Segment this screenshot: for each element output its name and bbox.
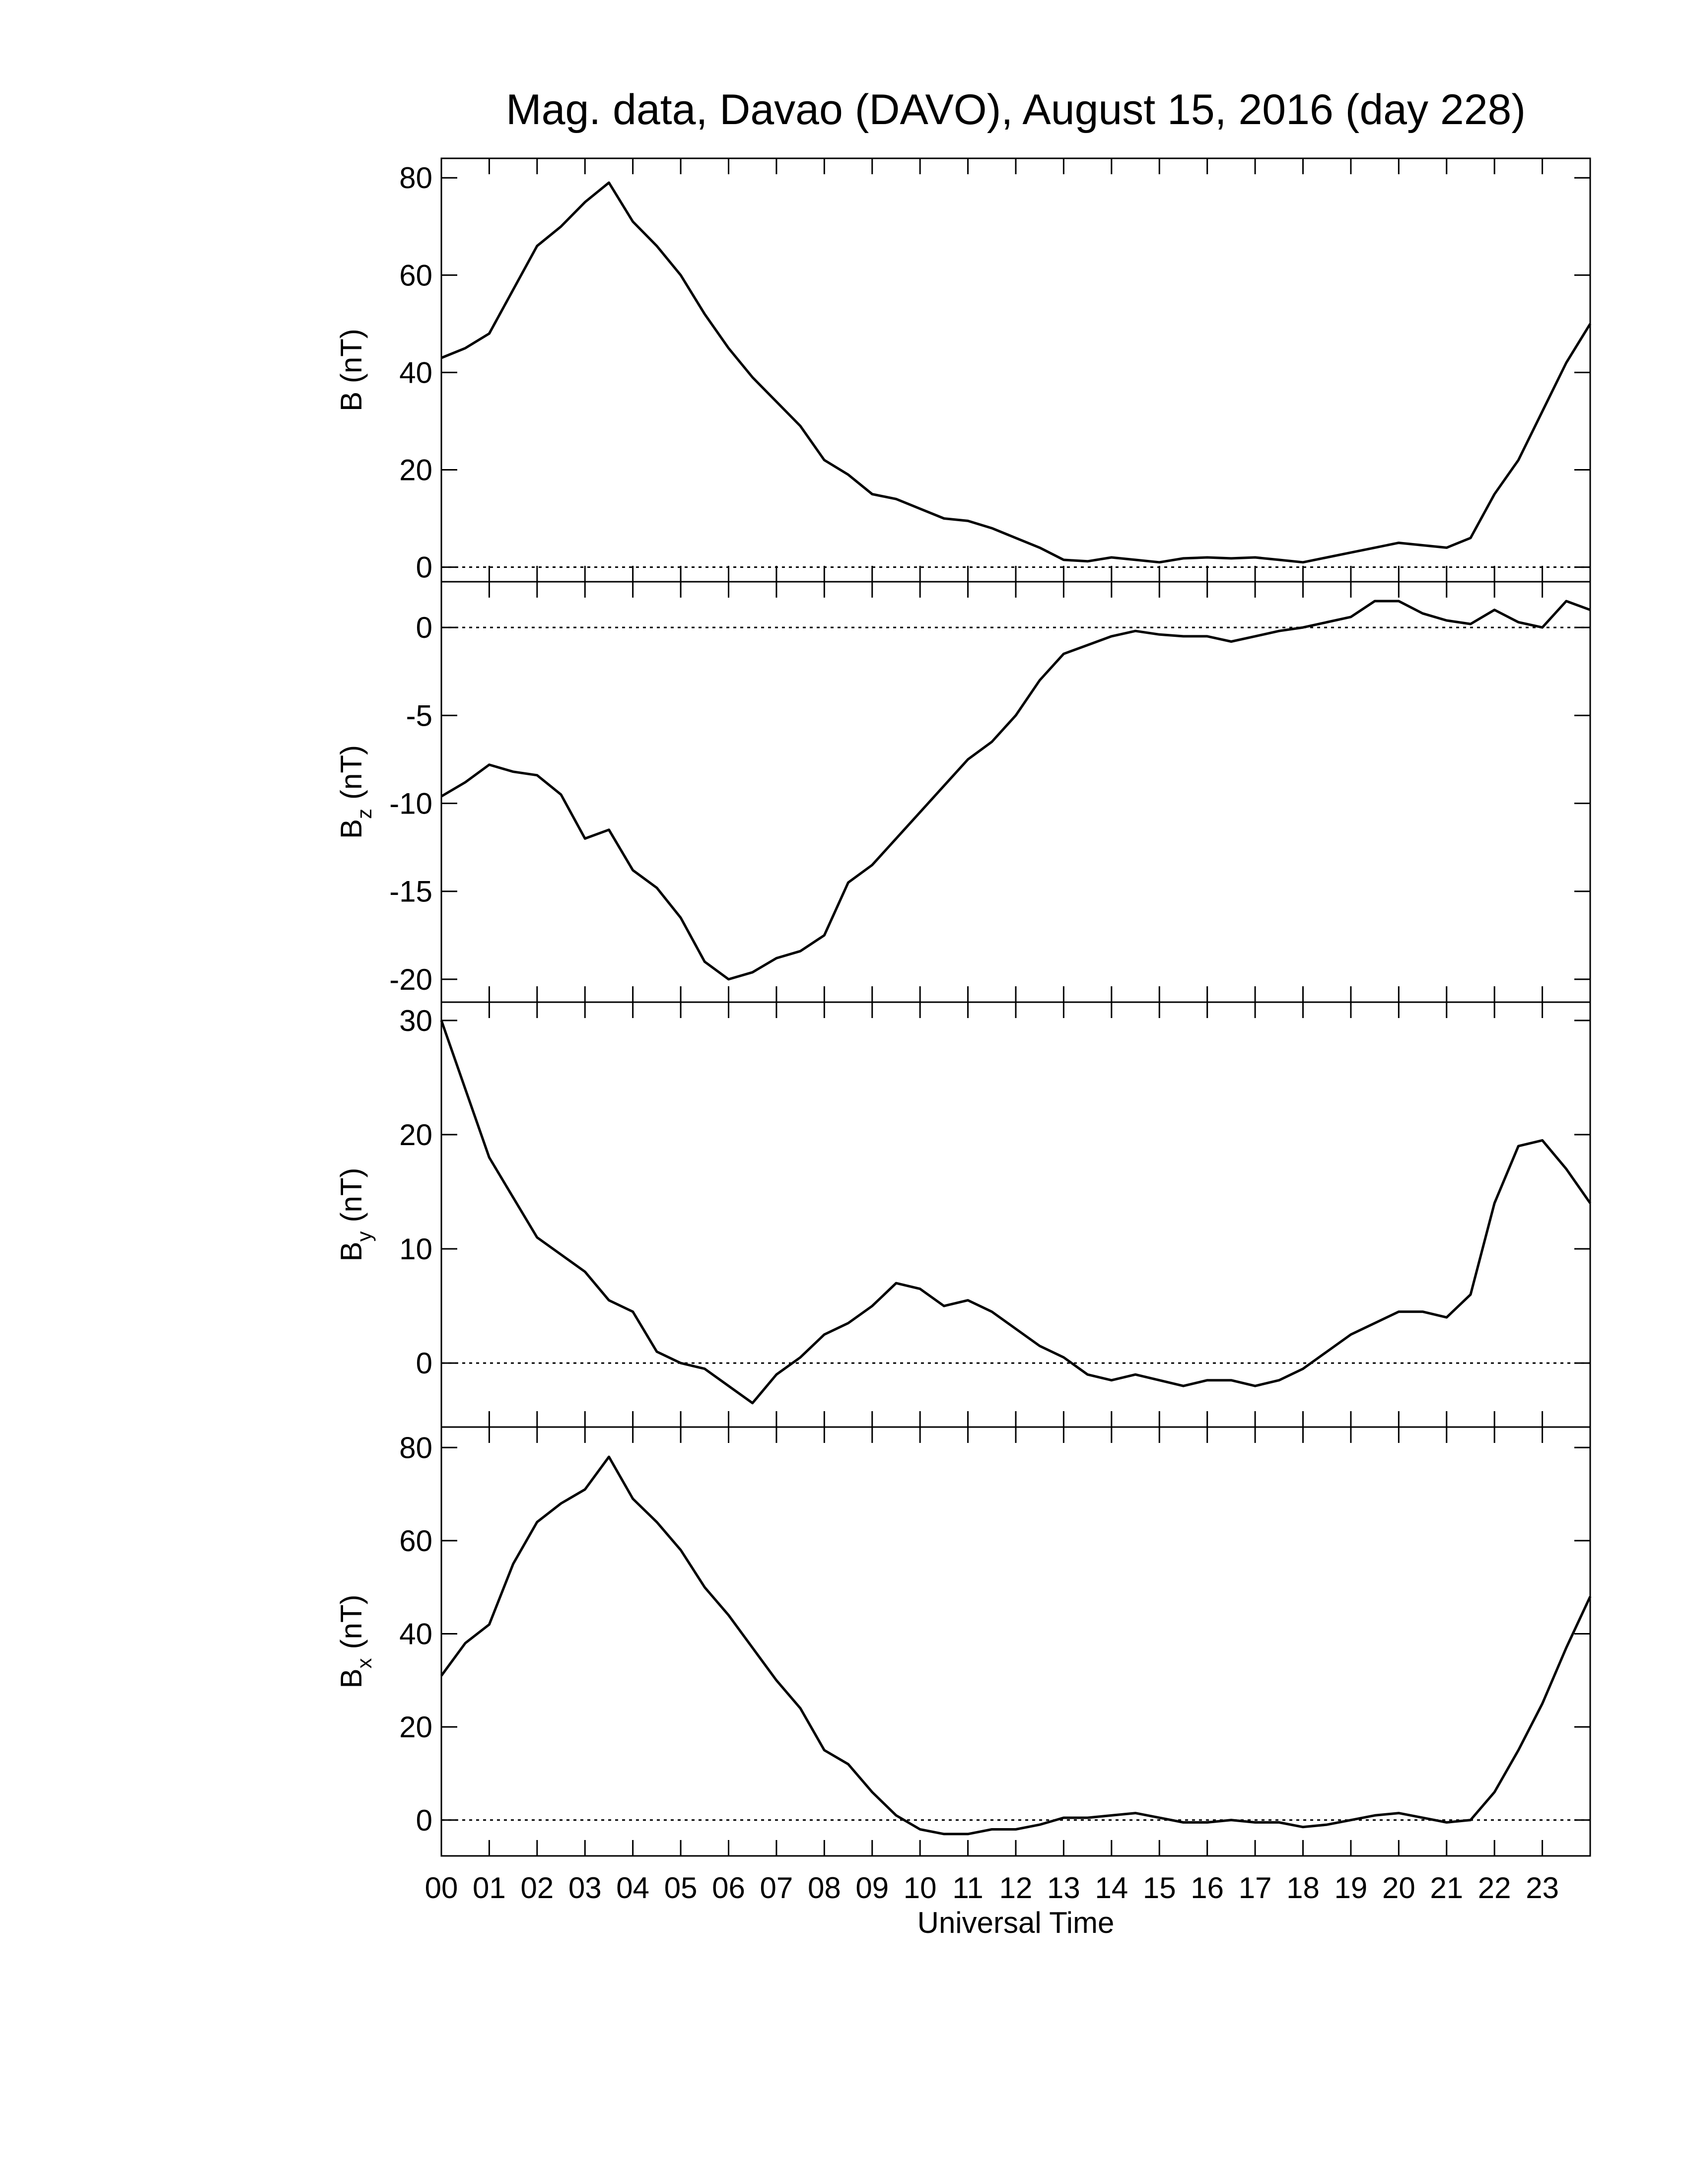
y-tick-label: 40	[399, 1618, 432, 1651]
x-tick-label: 06	[712, 1871, 745, 1905]
y-label-unit: (nT)	[335, 745, 368, 800]
y-tick-label: 0	[416, 1347, 432, 1380]
chart-title: Mag. data, Davao (DAVO), August 15, 2016…	[506, 86, 1526, 134]
y-label-main: B (nT)	[335, 329, 368, 411]
y-axis-label: By (nT)	[335, 1167, 376, 1261]
x-tick-label: 19	[1335, 1871, 1368, 1905]
data-line	[440, 1020, 1592, 1405]
x-tick-label: 16	[1191, 1871, 1224, 1905]
x-tick-label: 00	[425, 1871, 458, 1905]
x-tick-label: 17	[1239, 1871, 1272, 1905]
y-tick-label: 0	[416, 611, 432, 644]
y-tick-label: 20	[399, 1710, 432, 1744]
y-label-unit: (nT)	[335, 1594, 368, 1649]
x-tick-label: 02	[520, 1871, 554, 1905]
data-line	[440, 600, 1591, 981]
y-axis-label: B (nT)	[335, 329, 368, 411]
plot-frame	[440, 581, 1591, 1003]
x-tick-label: 03	[568, 1871, 602, 1905]
y-label-sub: x	[352, 1658, 376, 1668]
y-label-sub: z	[352, 809, 376, 819]
x-tick-label: 21	[1430, 1871, 1463, 1905]
x-tick-label: 10	[904, 1871, 937, 1905]
y-label-main: B	[335, 1241, 368, 1261]
y-tick-label: -10	[389, 787, 432, 820]
x-tick-label: 23	[1526, 1871, 1559, 1905]
y-tick-label: 30	[399, 1004, 432, 1037]
x-tick-label: 09	[855, 1871, 889, 1905]
y-tick-label: -5	[406, 699, 432, 732]
y-tick-label: 20	[399, 453, 432, 486]
y-tick-label: 20	[399, 1118, 432, 1152]
y-tick-label: 80	[399, 1431, 432, 1464]
x-tick-label: 14	[1095, 1871, 1128, 1905]
x-tick-label: 01	[473, 1871, 506, 1905]
y-tick-label: -20	[389, 963, 432, 996]
x-tick-label: 15	[1143, 1871, 1176, 1905]
y-axis-label: Bx (nT)	[335, 1594, 376, 1688]
x-tick-label: 18	[1286, 1871, 1320, 1905]
y-label-unit: (nT)	[335, 1167, 368, 1222]
y-tick-label: 10	[399, 1232, 432, 1266]
x-tick-label: 20	[1382, 1871, 1415, 1905]
x-tick-label: 12	[999, 1871, 1033, 1905]
y-axis-label: Bz (nT)	[335, 745, 376, 839]
plot-frame	[440, 1426, 1591, 1857]
y-label-main: B	[335, 819, 368, 839]
y-tick-label: 60	[399, 1524, 432, 1558]
plot-frame	[440, 157, 1591, 583]
plot-frame	[440, 1001, 1591, 1428]
y-tick-label: 80	[399, 161, 432, 195]
y-tick-label: 0	[416, 551, 432, 584]
x-tick-label: 05	[664, 1871, 698, 1905]
x-axis-label: Universal Time	[917, 1906, 1115, 1939]
y-tick-label: 0	[416, 1804, 432, 1837]
x-tick-label: 04	[616, 1871, 649, 1905]
data-line	[440, 1455, 1592, 1836]
x-tick-label: 11	[952, 1871, 983, 1905]
x-tick-label: 07	[760, 1871, 793, 1905]
y-tick-label: 40	[399, 356, 432, 389]
x-tick-label: 13	[1047, 1871, 1080, 1905]
y-tick-label: 60	[399, 259, 432, 292]
x-tick-label: 22	[1478, 1871, 1511, 1905]
data-line	[441, 181, 1592, 564]
y-label-main: B	[335, 1668, 368, 1688]
y-label-sub: y	[352, 1231, 376, 1241]
y-tick-label: -15	[389, 875, 432, 908]
x-tick-label: 08	[808, 1871, 841, 1905]
